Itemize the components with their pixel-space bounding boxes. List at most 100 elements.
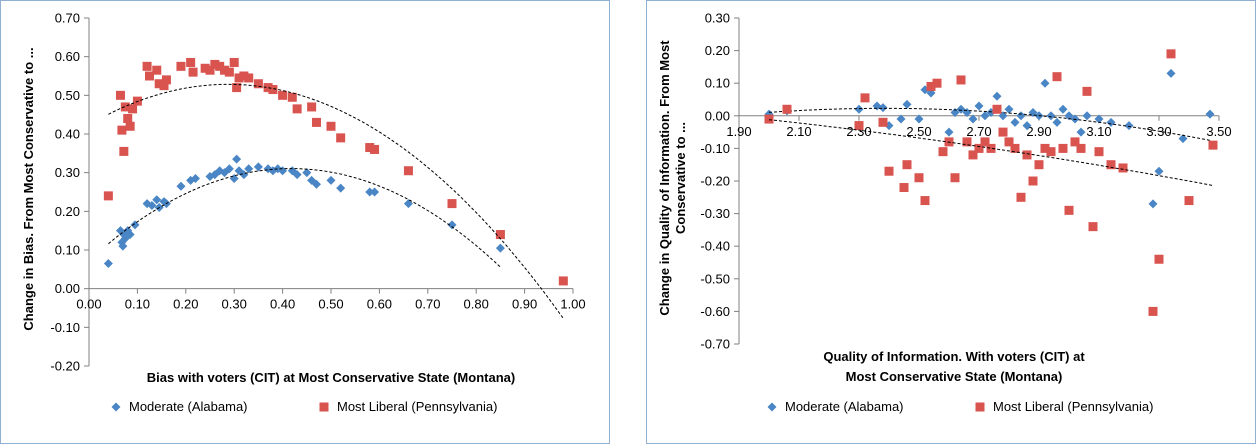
x-tick-label: 0.10	[125, 297, 150, 312]
moderate-point	[403, 199, 413, 209]
moderate-trendline	[108, 168, 501, 268]
x-tick-label: 3.50	[1206, 124, 1231, 139]
moderate-point	[980, 111, 990, 121]
y-tick-label: 0.00	[705, 108, 730, 123]
x-tick-label: 2.90	[1026, 124, 1051, 139]
liberal-point	[1076, 143, 1086, 153]
x-tick-label: 0.80	[464, 297, 489, 312]
y-tick-label: 0.70	[55, 11, 80, 26]
moderate-point	[992, 91, 1002, 101]
liberal-point	[860, 93, 870, 103]
liberal-point	[1166, 49, 1176, 59]
moderate-point	[1022, 121, 1032, 131]
liberal-point	[447, 199, 457, 209]
y-tick-label: -0.50	[700, 271, 730, 286]
liberal-point	[145, 71, 154, 81]
liberal-point	[998, 127, 1008, 137]
y-axis-title: Change in Quality of Information. From M…	[657, 40, 672, 316]
x-tick-label: 0.40	[270, 297, 295, 312]
legend-moderate-label: Moderate (Alabama)	[129, 399, 248, 414]
moderate-point	[365, 187, 375, 197]
legend-liberal-marker	[319, 402, 329, 412]
liberal-point	[992, 104, 1002, 114]
x-tick-label: 2.50	[906, 124, 931, 139]
moderate-point	[311, 179, 321, 189]
moderate-point	[1004, 104, 1014, 114]
liberal-point	[125, 121, 135, 131]
liberal-point	[244, 73, 254, 83]
moderate-point	[854, 104, 864, 114]
quality-chart-panel: -0.70 -0.60 -0.50 -0.40 -0.30 -0.20 -0.10 0.00 0…	[646, 0, 1256, 444]
liberal-point	[1004, 137, 1014, 147]
liberal-point	[902, 160, 912, 170]
moderate-point	[125, 230, 135, 240]
liberal-trendline	[108, 83, 564, 319]
moderate-point	[1010, 117, 1020, 127]
moderate-point	[944, 127, 954, 137]
liberal-point	[232, 83, 242, 93]
moderate-point	[896, 114, 906, 124]
bias-chart-panel: -0.20 -0.10 0.00 0.10 0.20 0.30 0.40 0.50 0.60 0.…	[0, 0, 610, 444]
moderate-point	[370, 187, 380, 197]
moderate-point	[190, 173, 200, 183]
x-tick-label: 2.30	[846, 124, 871, 139]
moderate-point	[292, 170, 302, 180]
y-tick-label: 0.50	[55, 88, 80, 103]
moderate-point	[950, 108, 960, 118]
y-tick-label: 0.30	[55, 165, 80, 180]
liberal-point	[370, 144, 380, 154]
moderate-point	[495, 243, 505, 253]
liberal-point	[962, 137, 972, 147]
liberal-point	[123, 114, 133, 124]
liberal-point	[292, 104, 302, 114]
y-tick-label: 0.10	[705, 76, 730, 91]
liberal-point	[287, 92, 297, 102]
x-tick-label: 0.30	[222, 297, 247, 312]
moderate-point	[1016, 111, 1026, 121]
liberal-point	[878, 117, 888, 127]
liberal-point	[119, 146, 129, 156]
moderate-point	[1076, 127, 1086, 137]
moderate-point	[1040, 78, 1050, 88]
liberal-point	[968, 150, 978, 160]
liberal-point	[154, 79, 164, 89]
moderate-point	[878, 103, 888, 113]
liberal-point	[986, 143, 996, 153]
liberal-point	[1118, 163, 1128, 173]
liberal-point	[854, 121, 864, 131]
liberal-point	[215, 61, 225, 71]
moderate-point	[253, 162, 263, 172]
moderate-point	[974, 101, 984, 111]
liberal-point	[1052, 72, 1062, 82]
moderate-point	[336, 183, 346, 193]
liberal-point	[307, 102, 317, 112]
liberal-point	[1064, 205, 1074, 215]
liberal-point	[1082, 86, 1092, 96]
y-axis-title: Change in Bias. From Most Conservative t…	[21, 47, 36, 330]
liberal-point	[1094, 147, 1104, 157]
liberal-point	[268, 85, 278, 95]
legend-moderate-marker	[111, 402, 121, 412]
moderate-point	[956, 104, 966, 114]
liberal-point	[403, 166, 413, 176]
x-tick-label: 0.50	[318, 297, 343, 312]
moderate-point	[1154, 166, 1164, 176]
liberal-point	[253, 79, 263, 89]
x-tick-label: 0.00	[76, 297, 101, 312]
y-tick-label: -0.40	[700, 239, 730, 254]
x-tick-label: 1.00	[560, 297, 585, 312]
liberal-point	[1184, 196, 1194, 206]
liberal-point	[200, 63, 210, 73]
x-tick-label: 0.90	[512, 297, 537, 312]
liberal-point	[311, 117, 321, 127]
liberal-point	[782, 104, 792, 114]
liberal-point	[558, 276, 568, 286]
y-tick-label: 0.20	[55, 204, 80, 219]
moderate-point	[1148, 199, 1158, 209]
liberal-point	[120, 102, 130, 112]
x-tick-label: 2.70	[966, 124, 991, 139]
liberal-point	[205, 65, 215, 75]
moderate-point	[118, 241, 128, 251]
liberal-point	[1154, 254, 1164, 264]
liberal-point	[161, 75, 171, 85]
